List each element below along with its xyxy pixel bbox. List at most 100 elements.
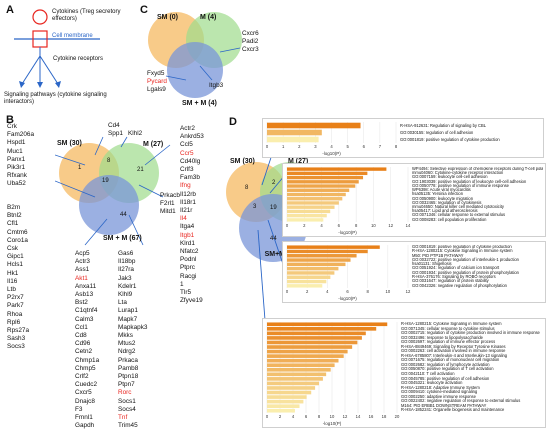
enrichment-term-label: GO:0031647: regulation of protein stabil… [412,278,489,284]
gene-label: Mitd1 [160,208,176,216]
gene-label: Lgals9 [147,86,166,94]
gene-label: Pamb8 [118,364,139,372]
gene-label: Rfxank [7,172,27,180]
gene-label: Sash3 [7,335,26,343]
axis-tick-label: 6 [346,289,349,294]
enrichment-bar [287,284,323,288]
enrichment-bar [267,386,316,390]
gene-label: Cxcr5 [75,389,92,397]
gene-label: Tlr5 [180,289,192,297]
gene-label: Trim45 [118,422,138,430]
gene-label: Ccr5 [180,149,194,157]
venn-d-count: 8 [245,185,249,191]
enrichment-bar [287,184,356,188]
gene-label: Il27ra [118,266,134,274]
gene-label: Il16 [7,277,18,285]
gene-label: Kdelr1 [118,282,137,290]
gene-label: Cmtm6 [7,228,28,236]
gene-label: Racgi [180,272,197,280]
gene-label: Il4 [180,215,187,223]
gene-label: F3 [75,405,83,413]
gene-label: Jak3 [118,274,132,282]
venn-d-m-label: M (27) [288,158,309,165]
enrichment-term-label: GO:0042110: T cell activation [401,371,455,377]
gene-label: Gipc1 [7,253,24,261]
axis-tick-label: 10 [371,223,376,228]
gene-label: Calm3 [75,315,94,323]
axis-tick-label: 18 [382,414,387,419]
gene-label: Ifng [180,182,191,190]
venn-d-count: 3 [253,204,257,210]
enrichment-term-label: GO:0032496: response to lipopolysacchari… [401,334,483,340]
gene-label: Prkacb [160,192,180,199]
axis-tick-label: 3 [314,144,317,149]
enrichment-bar [287,197,343,201]
axis-tick-label: 6 [338,223,341,228]
gene-label: Hk1 [7,269,19,277]
enrichment-bar [267,327,377,331]
axis-tick-label: 0 [286,223,289,228]
axis-tick-label: 16 [369,414,374,419]
axis-tick-label: 7 [379,144,382,149]
venn-d-count: 44 [270,236,277,242]
gene-label: Mapk7 [118,315,138,323]
gene-label: Cxcr3 [242,46,259,54]
gene-label: Chmp5 [75,364,96,372]
enrichment-bar [287,254,357,258]
enrichment-term-label: GO:0002250: adaptive immune response [401,393,476,399]
enrichment-bar [267,399,304,404]
gene-label: Ptprc [180,264,195,272]
gene-label: 1 [180,280,184,288]
gene-label: Hcls1 [7,261,23,269]
enrichment-bar [287,175,364,180]
enrichment-term-label: WP4494: Selective expression of chemokin… [412,167,543,171]
gene-label: Itga4 [180,223,195,231]
gene-label: Il12rb [180,190,196,198]
gene-label: Itgb1 [180,231,195,239]
gene-label: Cd40lg [180,157,201,165]
axis-tick-label: 0 [266,144,269,149]
axis-tick-label: 0 [286,289,289,294]
enrichment-bar [287,258,351,262]
enrichment-term-label: GO:0045321: leukocyte activation [401,380,463,386]
enrichment-term-label: GO:0002682: regulation of lymphocyte act… [401,361,490,367]
axis-tick-label: 10 [385,289,390,294]
gene-label: Cuedc2 [75,381,98,389]
enrichment-term-label: R-HSA-6785807: Interleukin-4 and Interle… [401,352,508,358]
panel-c-label: C [140,4,148,16]
enrichment-terms: WP4494: Selective expression of chemokin… [412,167,543,222]
gene-label: Klhl2 [128,130,143,137]
bar-chart-svg: 0 2 4 6 8 10 12 14 16 18 20 -log10(P) [266,322,400,426]
gene-label: Mapkapk3 [118,323,148,331]
bar-chart-svg: 0 1 2 3 4 5 6 7 8 -log10(P) [266,122,398,156]
venn-b-count: 21 [137,167,144,173]
gene-label: Klrd1 [180,239,195,247]
enrichment-term-label: mmu04060: Cytokine-cytokine receptor int… [412,170,504,176]
gene-label: Fam3b [180,174,200,182]
gene-label: Chmp1a [75,356,100,364]
gene-label: Il18bp [118,258,136,266]
enrichment-bar [287,167,387,171]
venn-d-count: 2 [272,180,276,186]
venn-b-sm-label: SM (30) [57,140,82,147]
enrichment-term-label: GO:0030155: regulation of cell adhesion [400,130,474,135]
enrichment-term-label: GO:0002263: cell activation involved in … [401,348,506,354]
panel-d-label: D [229,116,237,128]
enrichment-bar [287,249,368,254]
enrichment-bar [267,408,295,413]
gene-label: Socs3 [7,343,25,351]
enrichment-term-label: GO:0050900: leukocyte migration [412,195,473,201]
enrichment-bar [267,363,335,368]
gene-label: Il21r [180,207,193,215]
cytokines-label: Cytokines (Treg secretory effectors) [52,9,121,22]
gene-label: Itgb3 [209,82,224,89]
venn-b-count: 8 [107,158,111,164]
gene-label: Tnf [118,414,128,422]
enrichment-term-label: GO:0008283: cell population proliferatio… [412,216,487,222]
axis-tick-label: 4 [292,414,295,419]
enrichment-bar [267,367,331,372]
gene-label: Hspd1 [7,139,26,147]
enrichment-term-label: R-HSA-8849469: Signaling by Receptor Tyr… [401,343,506,349]
gene-label: Spp1 [108,130,123,138]
gene-label: Cfl1 [7,220,19,228]
